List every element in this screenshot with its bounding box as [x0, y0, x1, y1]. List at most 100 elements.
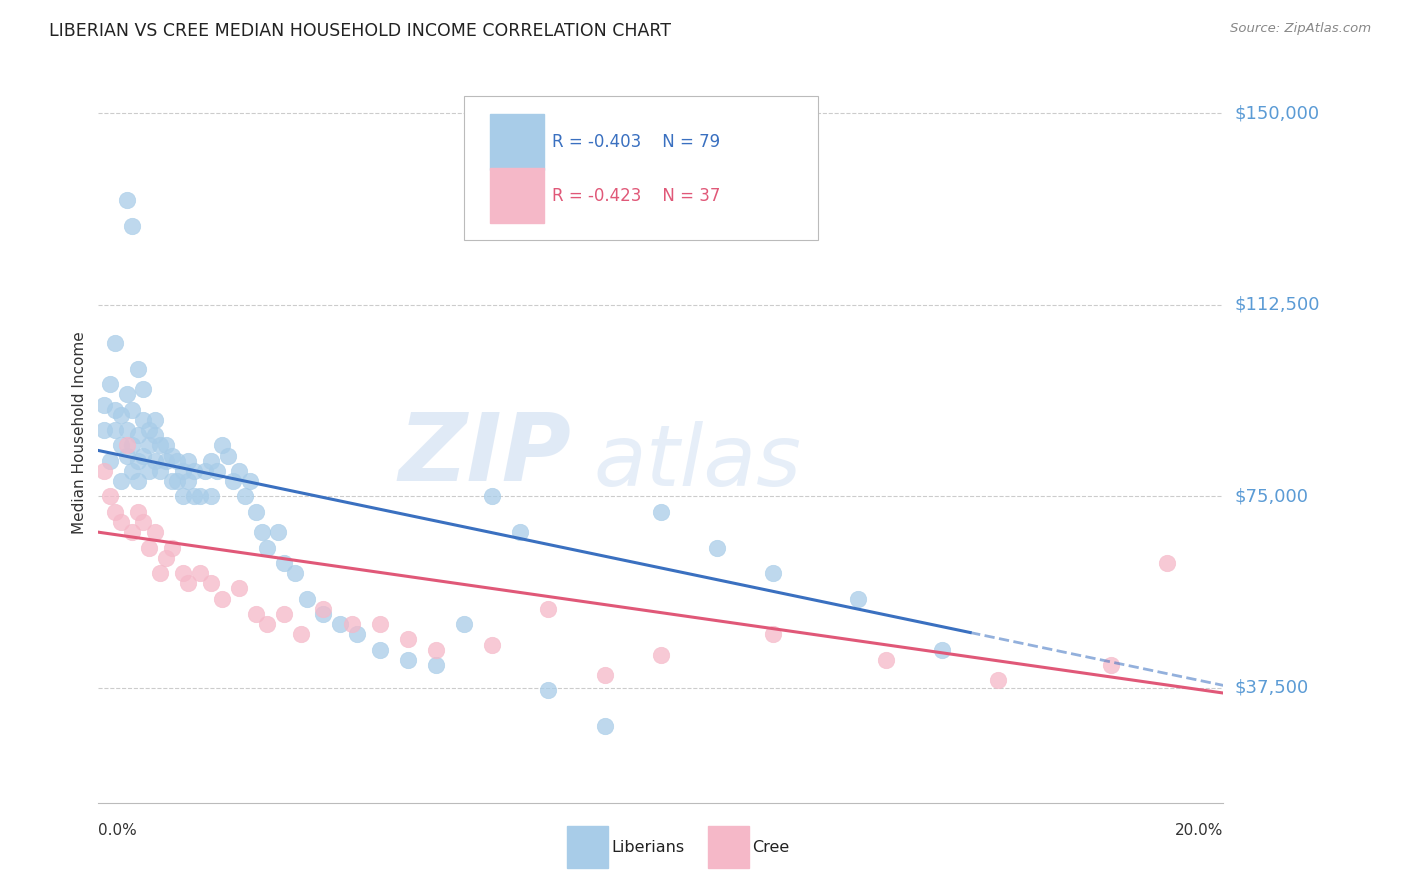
- FancyBboxPatch shape: [489, 168, 544, 223]
- Point: [329, 617, 352, 632]
- Point: [931, 642, 953, 657]
- FancyBboxPatch shape: [568, 827, 607, 868]
- Point: [267, 525, 290, 540]
- Point: [149, 566, 172, 580]
- Text: $37,500: $37,500: [1234, 679, 1309, 697]
- Point: [138, 438, 160, 452]
- Point: [177, 576, 200, 591]
- Point: [205, 464, 228, 478]
- Point: [143, 525, 166, 540]
- Point: [245, 607, 267, 621]
- Point: [217, 449, 239, 463]
- Point: [138, 541, 160, 555]
- Point: [650, 648, 672, 662]
- Text: atlas: atlas: [593, 421, 801, 504]
- Point: [509, 525, 531, 540]
- Point: [149, 438, 172, 452]
- Point: [172, 490, 194, 504]
- Point: [200, 490, 222, 504]
- Point: [762, 627, 785, 641]
- Point: [762, 566, 785, 580]
- Text: 20.0%: 20.0%: [1175, 823, 1223, 838]
- Point: [284, 566, 307, 580]
- Point: [228, 464, 250, 478]
- Point: [239, 474, 262, 488]
- Point: [340, 617, 363, 632]
- Point: [127, 453, 149, 467]
- Point: [312, 601, 335, 615]
- Point: [256, 617, 278, 632]
- Point: [295, 591, 318, 606]
- Point: [110, 515, 132, 529]
- Point: [368, 617, 391, 632]
- Point: [1156, 556, 1178, 570]
- Point: [127, 505, 149, 519]
- Point: [228, 582, 250, 596]
- Point: [481, 638, 503, 652]
- Text: $112,500: $112,500: [1234, 296, 1320, 314]
- Point: [537, 601, 560, 615]
- Point: [188, 490, 211, 504]
- Point: [127, 428, 149, 442]
- Point: [104, 336, 127, 351]
- Point: [396, 653, 419, 667]
- Point: [481, 490, 503, 504]
- Point: [368, 642, 391, 657]
- Point: [121, 464, 143, 478]
- Point: [138, 423, 160, 437]
- Point: [177, 453, 200, 467]
- Point: [121, 402, 143, 417]
- Point: [211, 591, 233, 606]
- Point: [875, 653, 897, 667]
- Point: [256, 541, 278, 555]
- FancyBboxPatch shape: [709, 827, 748, 868]
- Point: [121, 219, 143, 233]
- Text: R = -0.423    N = 37: R = -0.423 N = 37: [551, 186, 720, 204]
- Point: [93, 464, 115, 478]
- Point: [138, 464, 160, 478]
- Point: [149, 464, 172, 478]
- Point: [155, 453, 177, 467]
- Point: [537, 683, 560, 698]
- Text: Source: ZipAtlas.com: Source: ZipAtlas.com: [1230, 22, 1371, 36]
- Point: [143, 428, 166, 442]
- Point: [987, 673, 1010, 688]
- Point: [593, 668, 616, 682]
- Text: 0.0%: 0.0%: [98, 823, 138, 838]
- Point: [127, 474, 149, 488]
- Point: [183, 490, 205, 504]
- Point: [172, 464, 194, 478]
- FancyBboxPatch shape: [464, 95, 818, 240]
- Point: [104, 402, 127, 417]
- Point: [127, 361, 149, 376]
- Text: Cree: Cree: [752, 839, 789, 855]
- Text: $150,000: $150,000: [1234, 104, 1319, 122]
- Point: [200, 576, 222, 591]
- Point: [166, 474, 188, 488]
- Point: [273, 607, 295, 621]
- Point: [132, 413, 155, 427]
- Point: [155, 438, 177, 452]
- Point: [183, 464, 205, 478]
- Point: [143, 413, 166, 427]
- Point: [110, 438, 132, 452]
- Point: [1099, 657, 1122, 672]
- Point: [273, 556, 295, 570]
- Text: ZIP: ZIP: [398, 409, 571, 500]
- Point: [115, 449, 138, 463]
- Point: [115, 194, 138, 208]
- Point: [115, 387, 138, 401]
- Point: [312, 607, 335, 621]
- Point: [250, 525, 273, 540]
- Point: [98, 377, 121, 392]
- Point: [166, 453, 188, 467]
- Point: [290, 627, 312, 641]
- Point: [98, 490, 121, 504]
- Point: [160, 541, 183, 555]
- Point: [177, 474, 200, 488]
- Point: [233, 490, 256, 504]
- Point: [172, 566, 194, 580]
- Point: [110, 474, 132, 488]
- Point: [143, 453, 166, 467]
- Point: [593, 719, 616, 733]
